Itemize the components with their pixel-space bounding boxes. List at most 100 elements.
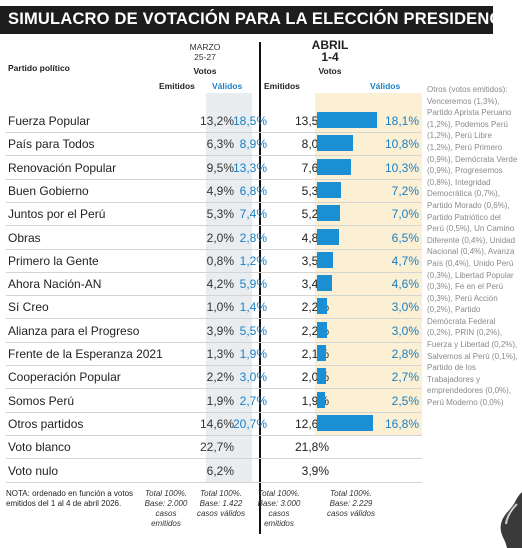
march-emitidos-value: 0,8% <box>206 253 234 268</box>
party-name: Voto blanco <box>8 440 71 455</box>
april-validos-bar <box>317 181 341 198</box>
table-row: Frente de la Esperanza 2021 1,3% 1,9% 2,1% 2… <box>6 342 422 366</box>
march-validos-value: 13,3% <box>232 160 267 175</box>
april-dates: 1-4 <box>321 50 339 64</box>
april-validos-value: 6,5% <box>391 230 419 245</box>
march-validos-value: 5,5% <box>239 323 267 338</box>
march-label: MARZO <box>189 42 221 52</box>
march-validos-value: 18,5% <box>232 114 267 128</box>
april-validos-bar <box>317 112 377 128</box>
party-name: Frente de la Esperanza 2021 <box>8 347 163 361</box>
april-validos-bar <box>317 135 353 152</box>
table-row: Buen Gobierno 4,9% 6,8% 5,3% 7,2% <box>6 179 422 203</box>
march-validos-value: 3,0% <box>239 370 267 385</box>
april-validos-value: 16,8% <box>384 416 419 431</box>
march-validos-base: Total 100%. Base: 1.422 casos válidos <box>196 489 246 518</box>
march-emitidos-base: Total 100%. Base: 2.000 casos emitidos <box>144 489 188 528</box>
table-row: Sí Creo 1,0% 1,4% 2,2% 3,0% <box>6 295 422 320</box>
april-emitidos-value: 3,9% <box>301 463 329 478</box>
party-name: País para Todos <box>8 137 95 152</box>
march-emitidos-value: 4,9% <box>206 183 234 198</box>
march-validos-value: 5,9% <box>239 277 267 292</box>
april-validos-value: 10,8% <box>384 137 419 152</box>
april-validos-bar <box>317 228 339 245</box>
table-row: Voto blanco 22,7% 21,8% <box>6 435 422 460</box>
march-validos-value: 7,4% <box>239 207 267 222</box>
march-validos-value: 2,7% <box>239 393 267 408</box>
table-row: Ahora Nación-AN 4,2% 5,9% 3,4% 4,6% <box>6 272 422 297</box>
march-emitidos-value: 3,9% <box>206 323 234 338</box>
march-emitidos-value: 1,3% <box>206 347 234 361</box>
others-side-note: Otros (votos emitidos): Venceremos (1,3%… <box>427 85 518 408</box>
april-votos-label: Votos <box>318 66 342 76</box>
april-validos-value: 2,8% <box>391 347 419 361</box>
march-validos-value: 6,8% <box>239 183 267 198</box>
party-name: Alianza para el Progreso <box>8 323 140 338</box>
period-divider <box>259 42 261 534</box>
april-validos-value: 4,6% <box>391 277 419 292</box>
title-bar: SIMULACRO DE VOTACIÓN PARA LA ELECCIÓN P… <box>0 6 522 34</box>
march-emitidos-value: 6,3% <box>206 137 234 152</box>
march-emitidos-value: 2,0% <box>206 230 234 245</box>
april-validos-value: 3,0% <box>391 323 419 338</box>
march-validos-value: 1,2% <box>239 253 267 268</box>
page-title: SIMULACRO DE VOTACIÓN PARA LA ELECCIÓN P… <box>8 10 522 28</box>
party-name: Obras <box>8 230 41 245</box>
march-valid-shade <box>206 93 252 483</box>
april-validos-bar <box>317 345 327 361</box>
march-emitidos-value: 1,9% <box>206 393 234 408</box>
april-emitidos-base: Total 100%. Base: 3.000 casos emitidos <box>257 489 301 528</box>
april-validos-value: 7,0% <box>391 207 419 222</box>
april-validos-bar <box>317 205 341 222</box>
march-emitidos-value: 1,0% <box>206 300 234 315</box>
table-row: Fuerza Popular 13,2% 18,5% 13,5% 18,1% <box>6 109 422 133</box>
party-name: Somos Perú <box>8 393 75 408</box>
april-validos-bar <box>317 158 352 175</box>
party-name: Voto nulo <box>8 463 59 478</box>
march-emitidos-value: 4,2% <box>206 277 234 292</box>
party-name: Primero la Gente <box>8 253 99 268</box>
april-validos-value: 4,7% <box>391 253 419 268</box>
march-emitidos-value: 22,7% <box>199 440 234 455</box>
april-validos-bar <box>317 251 333 268</box>
april-validos-base: Total 100%. Base: 2.229 casos válidos <box>326 489 376 518</box>
hand-illustration <box>500 492 522 548</box>
table-row: Renovación Popular 9,5% 13,3% 7,6% 10,3% <box>6 156 422 180</box>
march-validos-value: 8,9% <box>239 137 267 152</box>
march-emitidos-value: 13,2% <box>199 114 234 128</box>
table-row: Alianza para el Progreso 3,9% 5,5% 2,2% 3,0% <box>6 319 422 343</box>
april-validos-bar <box>317 298 327 315</box>
april-validos-bar <box>317 414 373 431</box>
march-emitidos-header: Emitidos <box>159 81 195 91</box>
april-emitidos-value: 21,8% <box>294 440 329 455</box>
march-validos-value: 1,4% <box>239 300 267 315</box>
april-label: ABRIL <box>311 38 349 52</box>
table-row: País para Todos 6,3% 8,9% 8,0% 10,8% <box>6 132 422 157</box>
april-validos-value: 2,5% <box>391 393 419 408</box>
april-validos-bar <box>317 391 326 408</box>
table-row: Juntos por el Perú 5,3% 7,4% 5,2% 7,0% <box>6 202 422 227</box>
party-name: Buen Gobierno <box>8 183 89 198</box>
party-name: Juntos por el Perú <box>8 207 106 222</box>
march-emitidos-value: 9,5% <box>206 160 234 175</box>
april-emitidos-header: Emitidos <box>264 81 300 91</box>
table-row: Voto nulo 6,2% 3,9% <box>6 459 422 483</box>
april-validos-value: 10,3% <box>384 160 419 175</box>
party-name: Renovación Popular <box>8 160 117 175</box>
march-validos-value: 20,7% <box>232 416 267 431</box>
table-row: Primero la Gente 0,8% 1,2% 3,5% 4,7% <box>6 249 422 273</box>
march-validos-value: 1,9% <box>239 347 267 361</box>
march-dates: 25-27 <box>194 52 216 62</box>
party-name: Otros partidos <box>8 416 84 431</box>
april-validos-bar <box>317 368 326 385</box>
party-name: Fuerza Popular <box>8 114 91 128</box>
party-column-header: Partido político <box>8 63 70 73</box>
footnote: NOTA: ordenado en función a votos emitid… <box>6 489 134 508</box>
march-emitidos-value: 2,2% <box>206 370 234 385</box>
april-validos-header: Válidos <box>370 81 401 91</box>
party-name: Ahora Nación-AN <box>8 277 102 292</box>
march-validos-value: 2,8% <box>239 230 267 245</box>
party-name: Cooperación Popular <box>8 370 121 385</box>
april-validos-value: 18,1% <box>384 114 419 128</box>
march-votos-label: Votos <box>193 66 217 76</box>
